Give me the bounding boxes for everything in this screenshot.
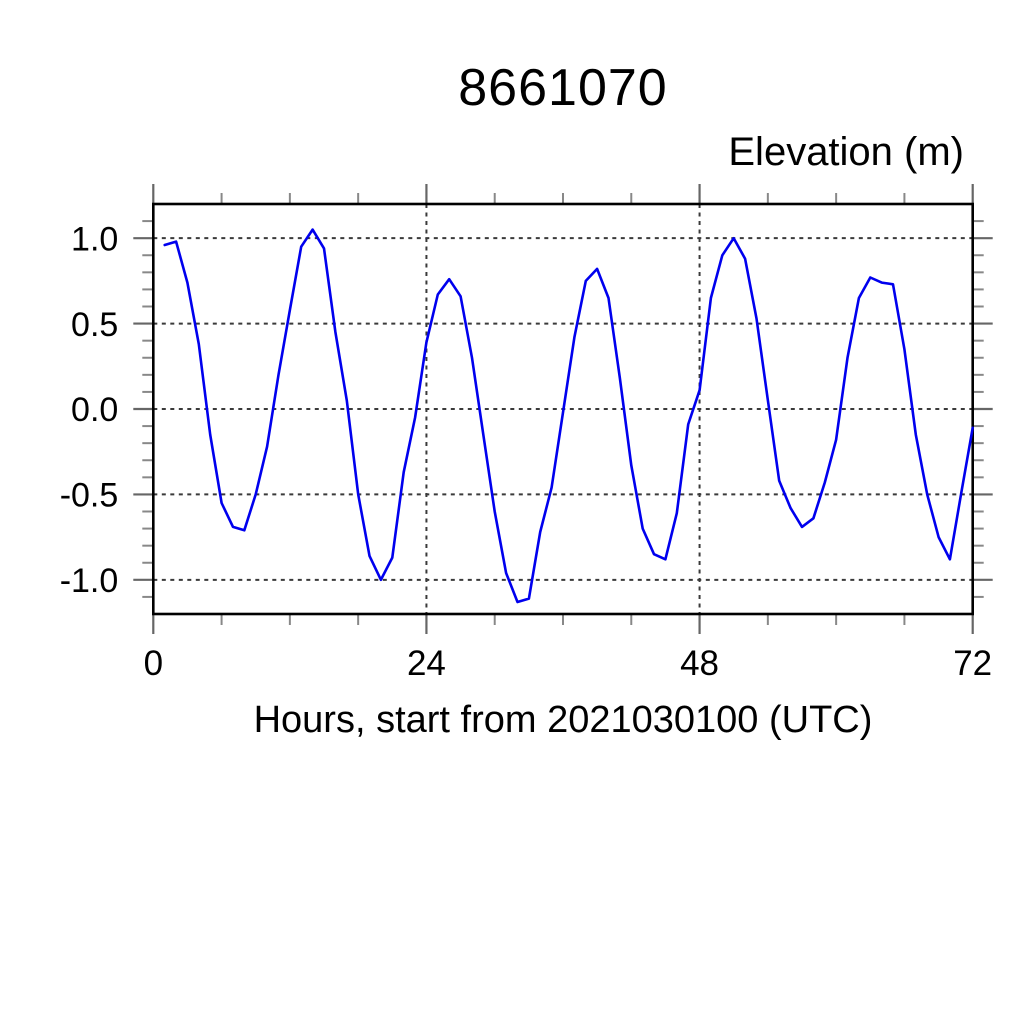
plot-frame	[152, 202, 975, 616]
tide-elevation-curve	[163, 228, 975, 604]
y-tick-labels: -1.0 -0.5 0.0 0.5 1.0	[60, 220, 119, 600]
elevation-unit-label: Elevation (m)	[728, 130, 964, 174]
tick-label: 0.5	[71, 306, 118, 344]
tick-label: -0.5	[60, 477, 119, 515]
tick-label: 48	[680, 644, 719, 683]
chart-title: 8661070	[458, 59, 668, 117]
tick-label: 24	[407, 644, 446, 683]
tick-label: 1.0	[71, 220, 118, 258]
minor-ticks	[142, 193, 984, 625]
tick-label: 72	[953, 644, 992, 683]
x-axis-label: Hours, start from 2021030100 (UTC)	[253, 699, 873, 741]
x-tick-labels: 0 24 48 72	[144, 644, 993, 683]
tide-elevation-line	[163, 228, 975, 604]
tick-label: 0.0	[71, 391, 118, 429]
major-ticks	[133, 184, 993, 634]
tick-label: 0	[144, 644, 163, 683]
tick-label: -1.0	[60, 562, 119, 600]
